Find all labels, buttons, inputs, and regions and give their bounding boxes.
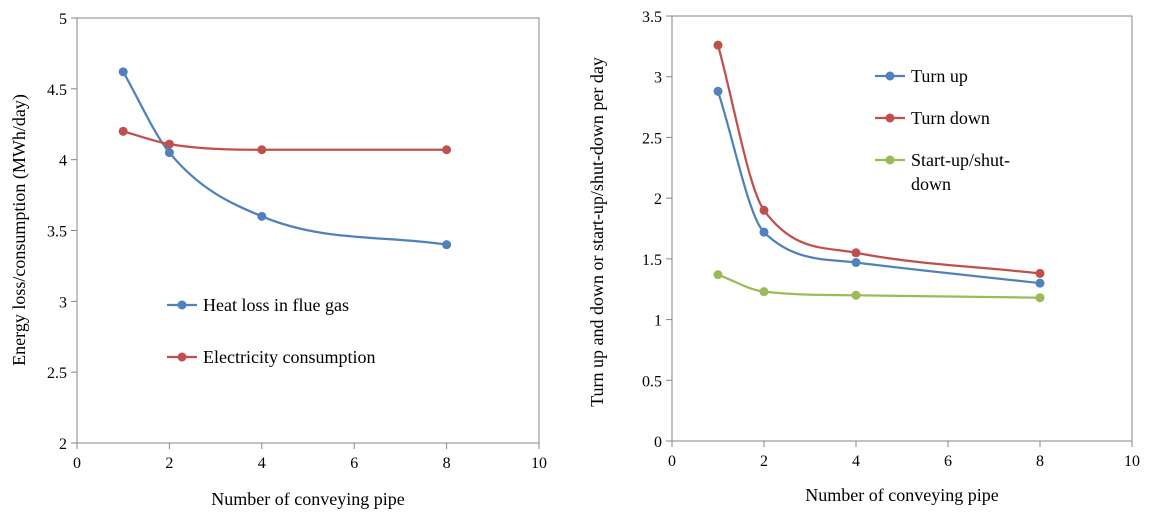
series-2-point-1 bbox=[759, 287, 769, 297]
series-0-point-3 bbox=[442, 240, 452, 250]
series-line-1 bbox=[716, 44, 1041, 275]
legend-marker-2 bbox=[885, 155, 895, 165]
y-tick-label-3: 1.5 bbox=[642, 252, 662, 269]
legend-marker-0 bbox=[885, 71, 895, 81]
y-axis-title-left: Energy loss/consumption (MWh/day) bbox=[9, 94, 30, 366]
series-0-point-0 bbox=[713, 86, 723, 96]
series-0-point-2 bbox=[257, 211, 267, 221]
legend-label-2-line-0: Start-up/shut- bbox=[911, 150, 1010, 170]
legend-marker-0 bbox=[177, 300, 187, 310]
x-axis-title-right: Number of conveying pipe bbox=[805, 485, 998, 505]
chart-energy-loss: 22.533.544.55 0 2 4 6 8 10 Number of conveyin… bbox=[9, 11, 547, 509]
y-tick-label-7: 3.5 bbox=[642, 9, 662, 26]
x-tick-label-1: 2 bbox=[760, 453, 768, 470]
series-1-point-1 bbox=[759, 205, 769, 215]
series-1-point-2 bbox=[257, 145, 267, 155]
series-1-point-2 bbox=[851, 248, 861, 258]
series-2-point-3 bbox=[1035, 293, 1045, 303]
legend-label-1: Electricity consumption bbox=[203, 347, 375, 367]
x-tick-label-5: 10 bbox=[1124, 453, 1140, 470]
y-tick-label-5: 4.5 bbox=[47, 82, 67, 99]
series-2-point-2 bbox=[851, 290, 861, 300]
legend-marker-1 bbox=[177, 352, 187, 362]
y-tick-label-4: 2 bbox=[654, 191, 662, 208]
series-line-0 bbox=[716, 90, 1041, 285]
y-tick-label-6: 3 bbox=[654, 70, 662, 87]
y-tick-label-6: 5 bbox=[59, 11, 67, 28]
legend-right: Turn up Turn down Start-up/shut-down bbox=[875, 66, 1010, 194]
y-tick-label-1: 2.5 bbox=[47, 365, 67, 382]
series-line-0 bbox=[122, 71, 447, 246]
legend-label-2-line-1: down bbox=[911, 174, 951, 194]
series-0-point-3 bbox=[1035, 278, 1045, 288]
x-tick-label-5: 10 bbox=[531, 455, 547, 472]
y-tick-label-5: 2.5 bbox=[642, 130, 662, 147]
plot-area-right bbox=[671, 15, 1133, 442]
x-tick-label-2: 4 bbox=[258, 455, 266, 472]
series-1-point-1 bbox=[164, 139, 174, 149]
legend-label-0: Turn up bbox=[911, 66, 968, 86]
y-tick-label-2: 1 bbox=[654, 313, 662, 330]
legend-label-0: Heat loss in flue gas bbox=[203, 295, 349, 315]
y-axis-title-right: Turn up and down or start-up/shut-down p… bbox=[587, 57, 607, 407]
x-tick-label-2: 4 bbox=[852, 453, 860, 470]
chart-turn-up-down: 0 0.5 1 1.5 2 2.5 3 3.5 0 2 4 6 8 10 Number of conve… bbox=[587, 9, 1140, 505]
x-tick-label-0: 0 bbox=[73, 455, 81, 472]
y-tick-label-1: 0.5 bbox=[642, 373, 662, 390]
y-tick-label-0: 0 bbox=[654, 434, 662, 451]
series-1-point-3 bbox=[442, 145, 452, 155]
x-axis-title-left: Number of conveying pipe bbox=[211, 489, 404, 509]
legend-label-1: Turn down bbox=[911, 108, 990, 128]
x-tick-label-1: 2 bbox=[165, 455, 173, 472]
series-1-point-0 bbox=[118, 126, 128, 136]
y-tick-label-4: 4 bbox=[59, 153, 67, 170]
series-line-2 bbox=[717, 273, 1041, 299]
x-tick-label-4: 8 bbox=[1036, 453, 1044, 470]
series-0-point-2 bbox=[851, 258, 861, 267]
series-0-point-0 bbox=[118, 67, 128, 77]
x-tick-label-3: 6 bbox=[350, 455, 358, 472]
legend-marker-1 bbox=[885, 113, 895, 123]
series-1-point-0 bbox=[713, 40, 723, 50]
x-tick-label-0: 0 bbox=[668, 453, 676, 470]
series-line-1 bbox=[122, 130, 447, 151]
x-tick-label-3: 6 bbox=[944, 453, 952, 470]
y-tick-label-0: 2 bbox=[59, 436, 67, 453]
legend-left: Heat loss in flue gas Electricity consump… bbox=[167, 295, 375, 367]
y-tick-label-3: 3.5 bbox=[47, 224, 67, 241]
series-0-point-1 bbox=[759, 227, 769, 237]
x-tick-label-4: 8 bbox=[443, 455, 451, 472]
series-0-point-1 bbox=[164, 148, 174, 158]
series-2-point-0 bbox=[713, 270, 723, 280]
series-1-point-3 bbox=[1035, 268, 1045, 278]
y-tick-label-2: 3 bbox=[59, 294, 67, 311]
